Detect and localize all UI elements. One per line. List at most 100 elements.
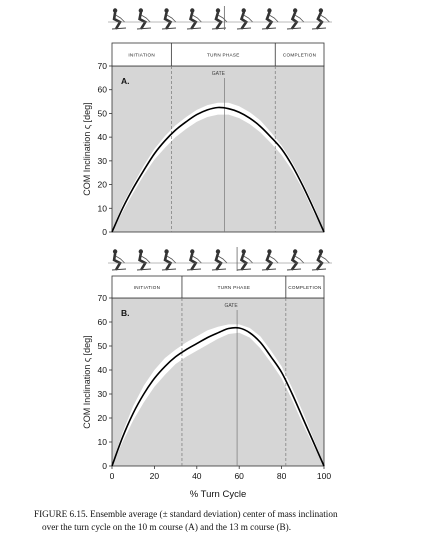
y-tick-label: 50 (98, 341, 108, 351)
skier-pole (320, 14, 330, 23)
y-tick-label: 0 (102, 461, 107, 471)
skier-body (316, 252, 324, 271)
phase-label: INITIATION (134, 285, 161, 290)
skier-silhouettes-bottom (108, 247, 332, 271)
skier-head (318, 8, 324, 13)
y-tick-label: 70 (98, 293, 108, 303)
skier-ski (311, 268, 327, 271)
phase-label: TURN PHASE (207, 53, 240, 58)
skier-ski (161, 27, 177, 30)
y-tick-label: 50 (98, 108, 108, 118)
y-axis-label: COM Inclination ς [deg] (82, 102, 92, 195)
x-axis: 0 20 40 60 80 100 (110, 466, 331, 481)
chart-panel-b: INITIATION TURN PHASE COMPLETION GATE B. 0… (82, 275, 331, 500)
y-tick-label: 20 (98, 413, 108, 423)
phase-divider-lines (171, 66, 276, 232)
panel-label: B. (121, 308, 130, 318)
y-tick-label: 60 (98, 85, 108, 95)
skier-figure (286, 8, 305, 30)
skier-ski (186, 27, 202, 30)
plot-area (111, 65, 325, 233)
skier-figure (111, 8, 127, 30)
phase-label: COMPLETION (288, 285, 321, 290)
chart-panel-a: INITIATION TURN PHASE COMPLETION GATE A. 0… (82, 42, 325, 237)
skier-head (138, 8, 144, 13)
skier-pole (320, 255, 330, 264)
skier-head (267, 8, 272, 13)
skier-ski (236, 27, 252, 30)
skier-pole (140, 255, 151, 264)
y-tick-label: 10 (98, 203, 108, 213)
caption-line-2: over the turn cycle on the 10 m course (… (42, 522, 292, 532)
skier-body (239, 252, 249, 271)
phase-bar: INITIATION TURN PHASE COMPLETION (111, 275, 325, 299)
x-tick-label: 20 (150, 471, 160, 481)
skier-head (241, 249, 246, 254)
skier-pole (268, 255, 279, 264)
skier-figure (186, 8, 202, 30)
skier-head (164, 249, 169, 254)
skier-body (138, 252, 148, 271)
skier-body (290, 11, 299, 30)
y-axis-label: COM Inclination ς [deg] (82, 335, 92, 428)
skier-figure (161, 8, 177, 30)
x-tick-label: 0 (110, 471, 115, 481)
skier-body (112, 11, 122, 30)
skier-body (112, 252, 122, 271)
skier-figure (311, 249, 330, 271)
skier-ski (161, 268, 177, 271)
phase-label: INITIATION (128, 53, 155, 58)
skier-figure (136, 8, 152, 30)
skier-pole (140, 14, 151, 23)
phase-bar-frame (111, 275, 325, 299)
skier-body (265, 11, 274, 30)
skier-ski (136, 268, 152, 271)
skier-body (239, 11, 249, 30)
y-axis: 0 10 20 30 40 50 60 70 (98, 293, 112, 471)
skier-ski (261, 268, 277, 271)
sd-band (112, 324, 324, 466)
y-tick-label: 70 (98, 61, 108, 71)
skier-ski (236, 268, 252, 271)
phase-divider-lines (181, 298, 287, 466)
skier-figure (236, 8, 253, 30)
skier-pole (243, 255, 253, 264)
x-tick-label: 80 (277, 471, 287, 481)
skier-head (190, 249, 195, 254)
skier-figure (311, 8, 330, 30)
skier-figure (186, 249, 202, 271)
skier-pole (115, 14, 125, 23)
skier-body (265, 252, 274, 271)
figure-caption: FIGURE 6.15. Ensemble average (± standar… (34, 508, 424, 534)
skier-body (138, 11, 148, 30)
skier-head (164, 8, 169, 13)
skier-figure (161, 249, 177, 271)
plot-area (111, 297, 325, 467)
skier-body (290, 252, 299, 271)
skier-pole (294, 255, 305, 264)
y-tick-label: 60 (98, 317, 108, 327)
skier-pole (166, 255, 177, 264)
skier-figure (136, 249, 152, 271)
skier-figure (236, 249, 253, 271)
skier-head (292, 8, 298, 13)
skier-figure (286, 249, 305, 271)
caption-line-1: FIGURE 6.15. Ensemble average (± standar… (34, 509, 338, 519)
skier-silhouettes-top (108, 6, 332, 30)
sd-band (112, 102, 324, 232)
skier-head (241, 8, 246, 13)
skier-head (215, 249, 221, 254)
skier-pole (294, 14, 305, 23)
skier-ski (286, 27, 302, 30)
skier-figure (261, 8, 279, 30)
y-tick-label: 30 (98, 389, 108, 399)
skier-body (316, 11, 324, 30)
x-axis-label: % Turn Cycle (190, 489, 247, 500)
gate-label: GATE (224, 303, 238, 309)
skier-body (189, 252, 198, 271)
skier-ski (211, 27, 227, 30)
skier-ski (186, 268, 202, 271)
y-tick-label: 10 (98, 437, 108, 447)
skier-ski (211, 268, 227, 271)
